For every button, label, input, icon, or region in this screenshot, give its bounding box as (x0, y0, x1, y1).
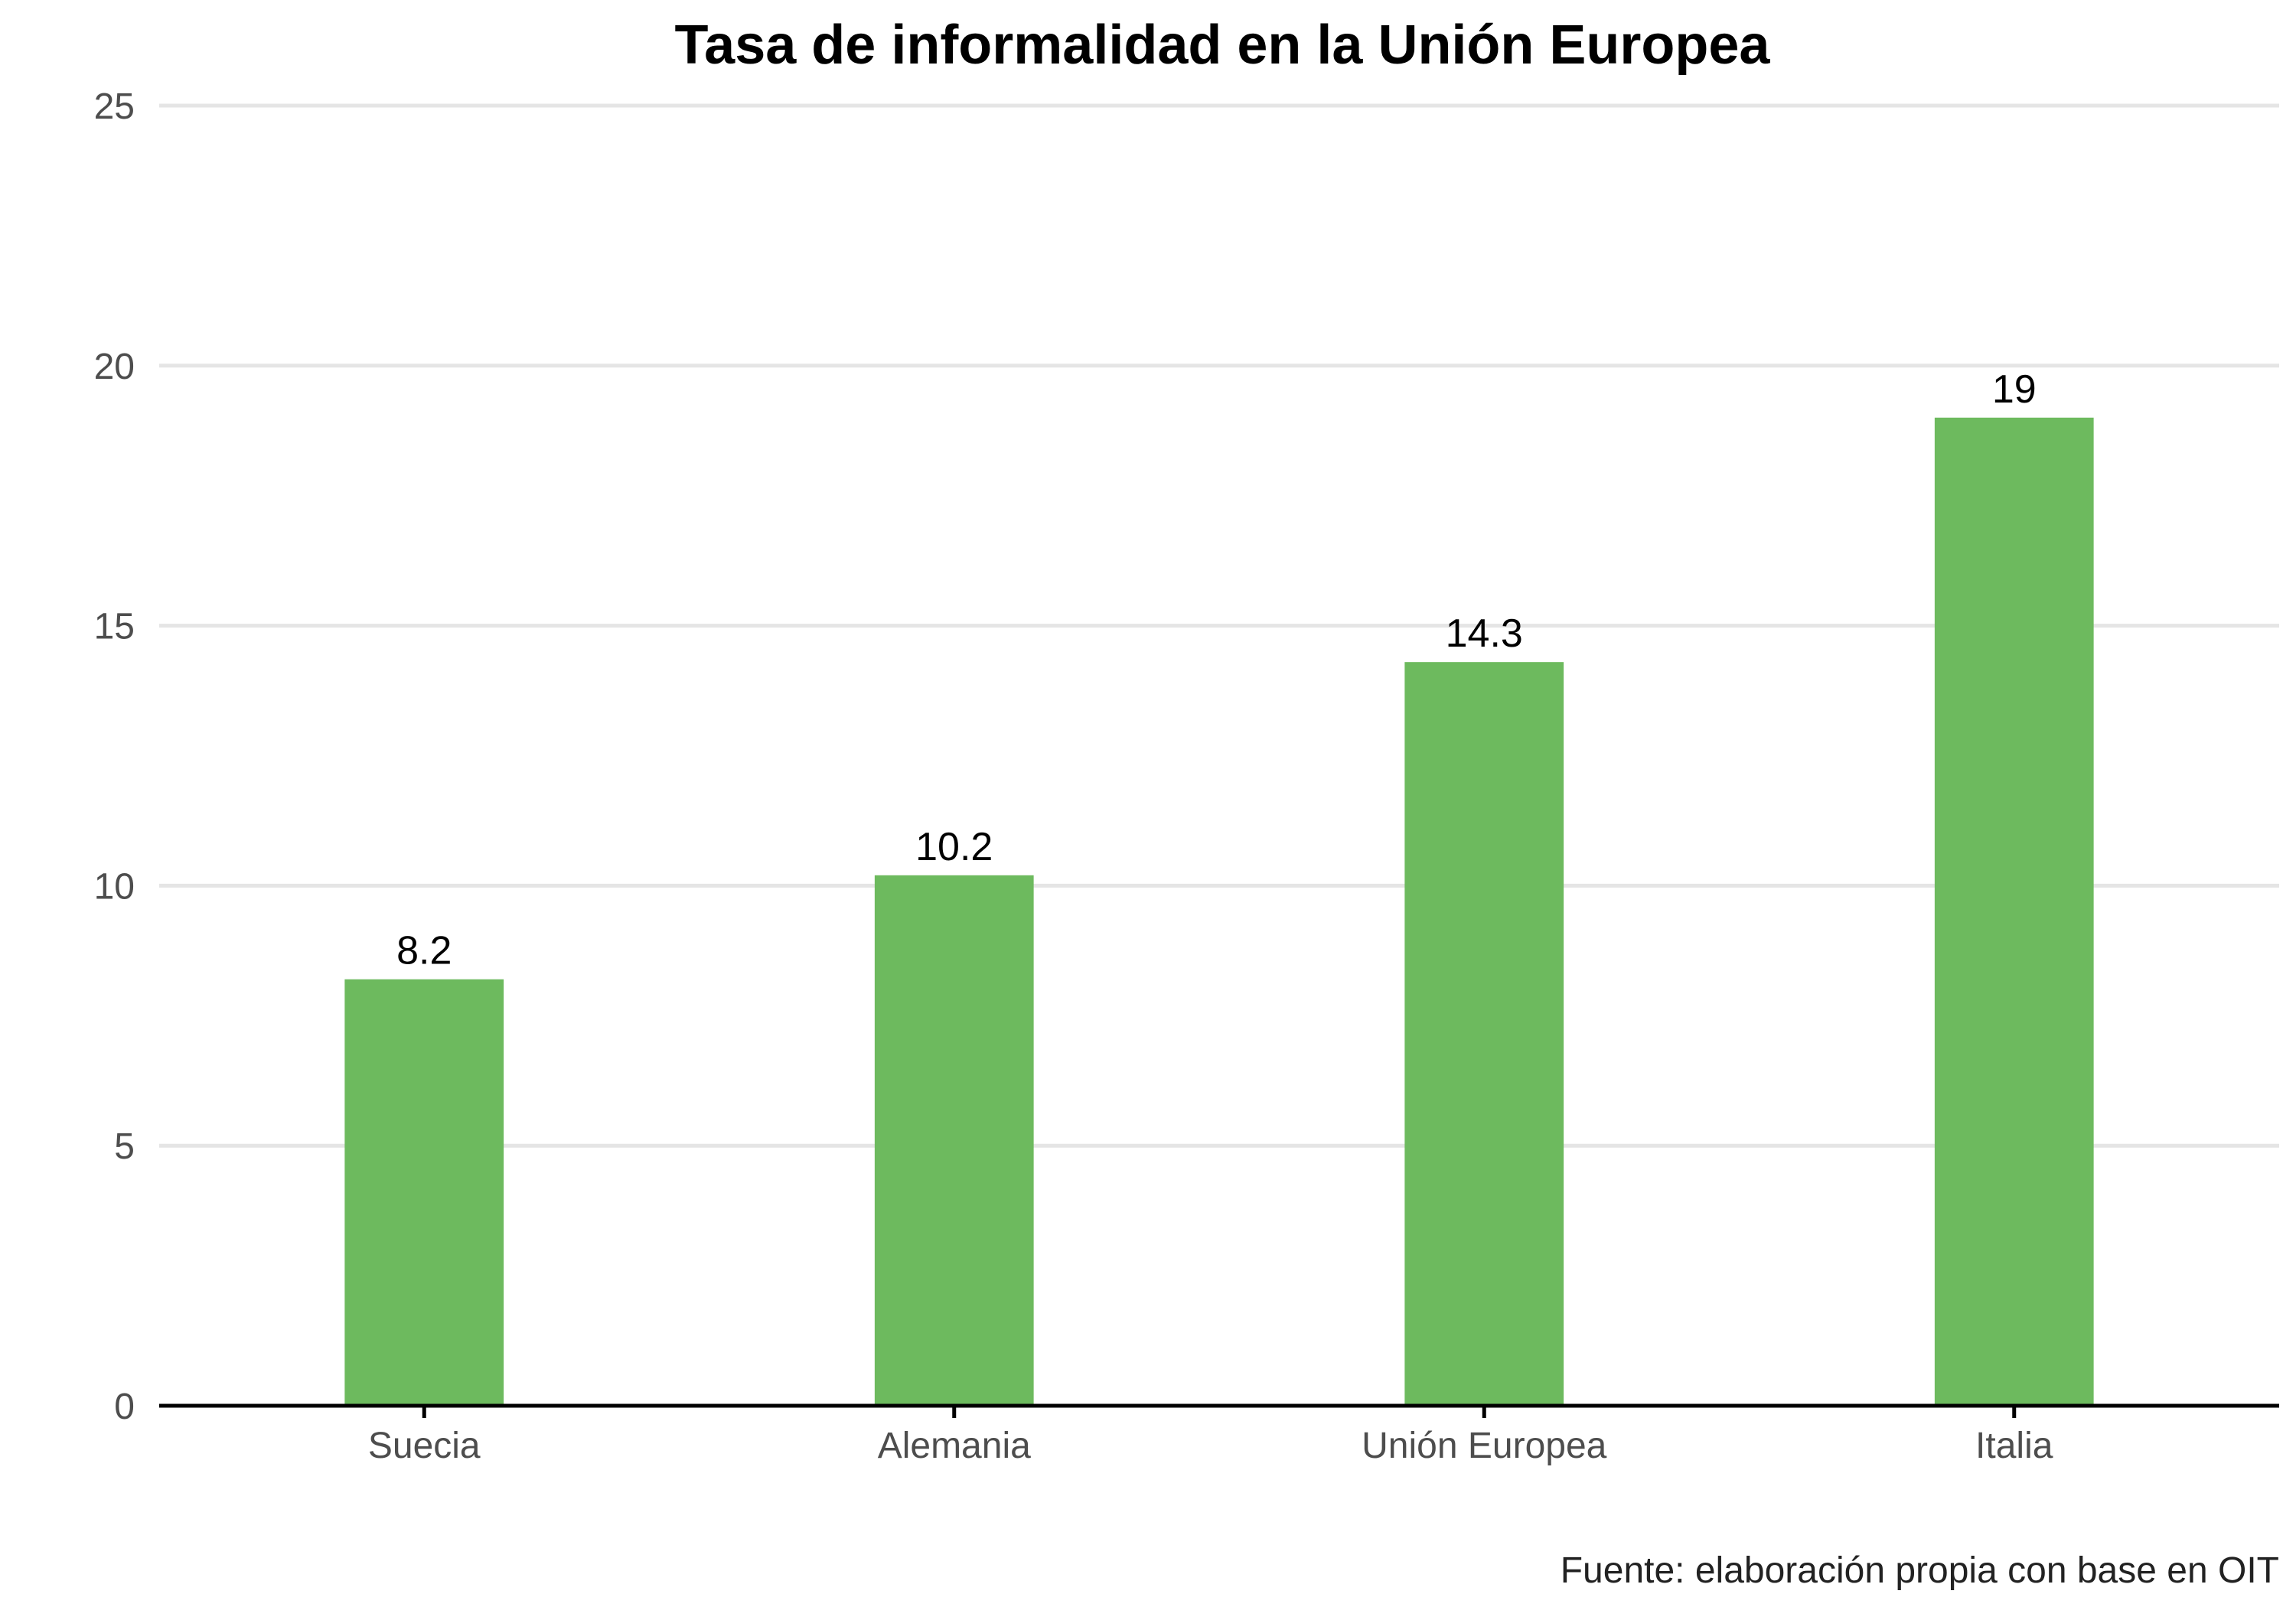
data-label: 8.2 (396, 929, 452, 973)
y-tick-label: 15 (94, 607, 135, 647)
bar-alemania (874, 875, 1034, 1406)
bar-italia (1934, 417, 2094, 1406)
chart-title: Tasa de informalidad en la Unión Europea (675, 15, 1771, 76)
chart-caption: Fuente: elaboración propia con base en O… (1561, 1550, 2279, 1591)
bar-unión-europea (1404, 662, 1564, 1406)
data-label: 14.3 (1446, 611, 1523, 656)
bar-suecia (344, 979, 504, 1406)
data-label: 10.2 (915, 825, 993, 869)
y-tick-label: 10 (94, 866, 135, 907)
y-axis-ticks: 0 5 10 15 20 25 (94, 86, 135, 1427)
x-axis-ticks: Suecia Alemania Unión Europea Italia (368, 1406, 2053, 1466)
y-tick-label: 25 (94, 86, 135, 127)
bars (344, 417, 2094, 1406)
data-labels: 8.2 10.2 14.3 19 (396, 367, 2037, 973)
x-tick-label: Italia (1975, 1426, 2053, 1466)
y-tick-label: 0 (114, 1387, 135, 1427)
x-tick-label: Alemania (878, 1426, 1031, 1466)
y-tick-label: 5 (114, 1126, 135, 1167)
data-label: 19 (1992, 367, 2037, 412)
x-tick-label: Suecia (368, 1426, 481, 1466)
y-tick-label: 20 (94, 347, 135, 387)
gridlines (159, 103, 2279, 1148)
x-tick-label: Unión Europea (1362, 1426, 1607, 1466)
